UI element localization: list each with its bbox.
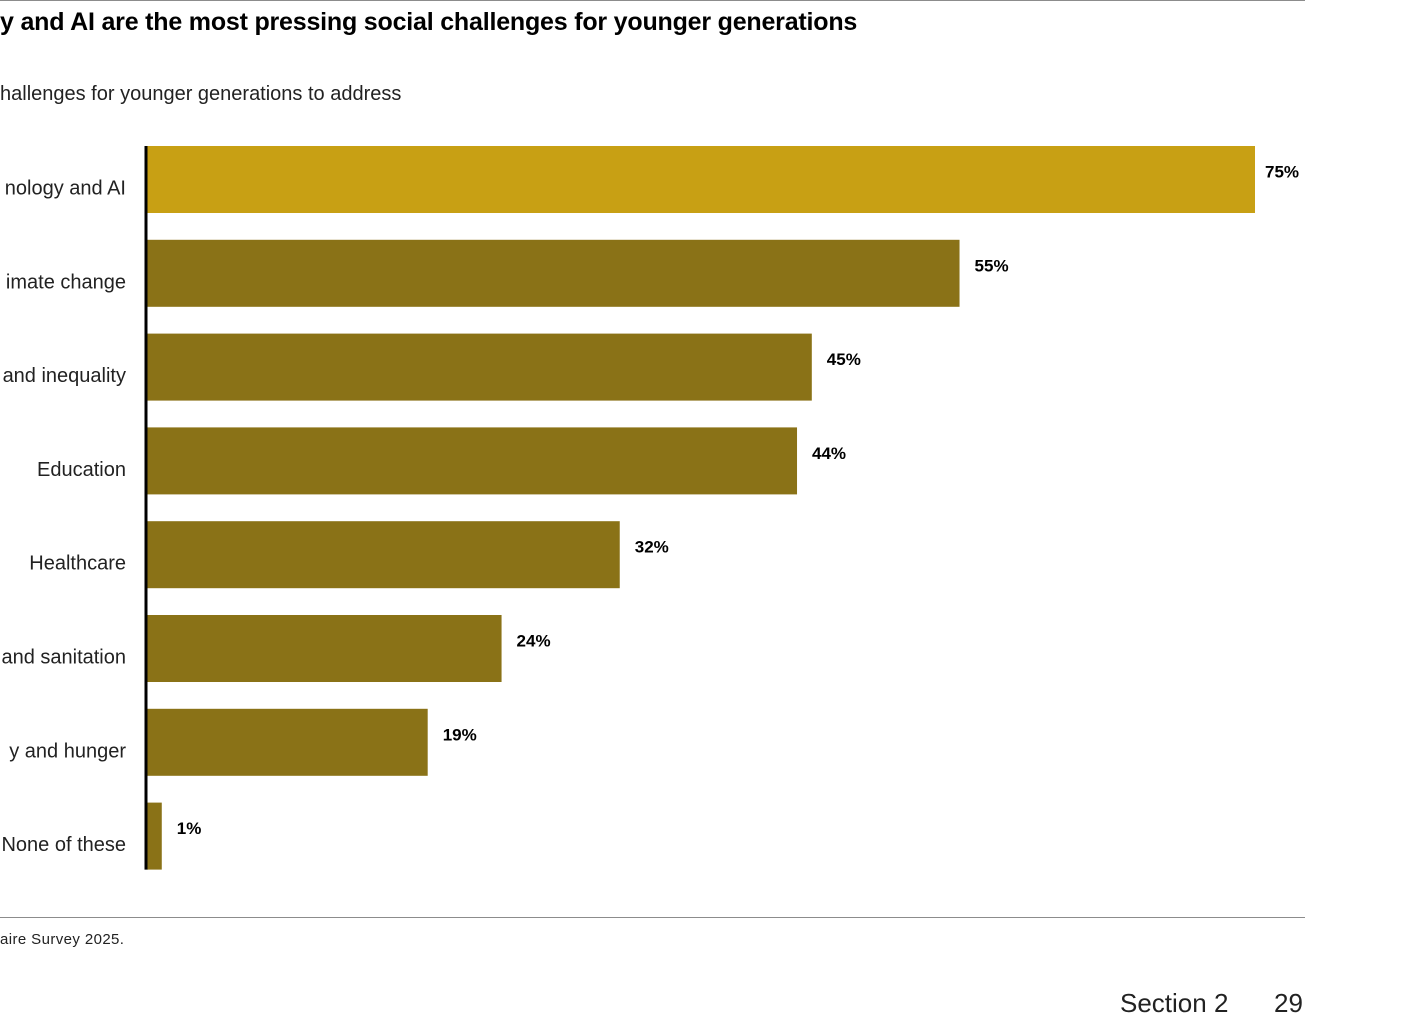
category-label-5: and sanitation: [1, 647, 126, 669]
value-label-0: 75%: [1265, 163, 1299, 182]
value-label-4: 32%: [635, 538, 669, 557]
bottom-rule: [0, 917, 1305, 918]
category-label-4: Healthcare: [29, 553, 126, 575]
value-label-6: 19%: [443, 725, 477, 744]
bar-2: [147, 333, 812, 401]
category-label-0: nology and AI: [5, 178, 126, 200]
category-label-6: y and hunger: [9, 740, 126, 762]
source-note: aire Survey 2025.: [0, 931, 125, 948]
category-label-3: Education: [37, 459, 126, 481]
page-number: 29: [1274, 988, 1303, 1018]
category-label-1: imate change: [6, 271, 126, 293]
value-label-3: 44%: [812, 444, 846, 463]
bar-1: [147, 239, 960, 307]
chart-subtitle: hallenges for younger generations to add…: [0, 83, 402, 105]
category-label-2: and inequality: [3, 365, 126, 387]
value-label-5: 24%: [517, 632, 551, 651]
chart-title: y and AI are the most pressing social ch…: [0, 8, 858, 36]
value-label-7: 1%: [177, 819, 202, 838]
value-label-1: 55%: [975, 256, 1009, 275]
bar-0: [147, 146, 1255, 213]
bar-7: [147, 802, 162, 870]
bar-5: [147, 615, 502, 682]
bar-chart: nology and AI 75% imate change 55% and inequ…: [1, 146, 1299, 870]
top-rule: [0, 0, 1305, 1]
footer-section: Section 2: [1120, 988, 1229, 1018]
bar-3: [147, 427, 798, 495]
category-label-7: None of these: [1, 834, 126, 856]
bar-4: [147, 521, 620, 589]
value-label-2: 45%: [827, 350, 861, 369]
bar-6: [147, 708, 428, 776]
